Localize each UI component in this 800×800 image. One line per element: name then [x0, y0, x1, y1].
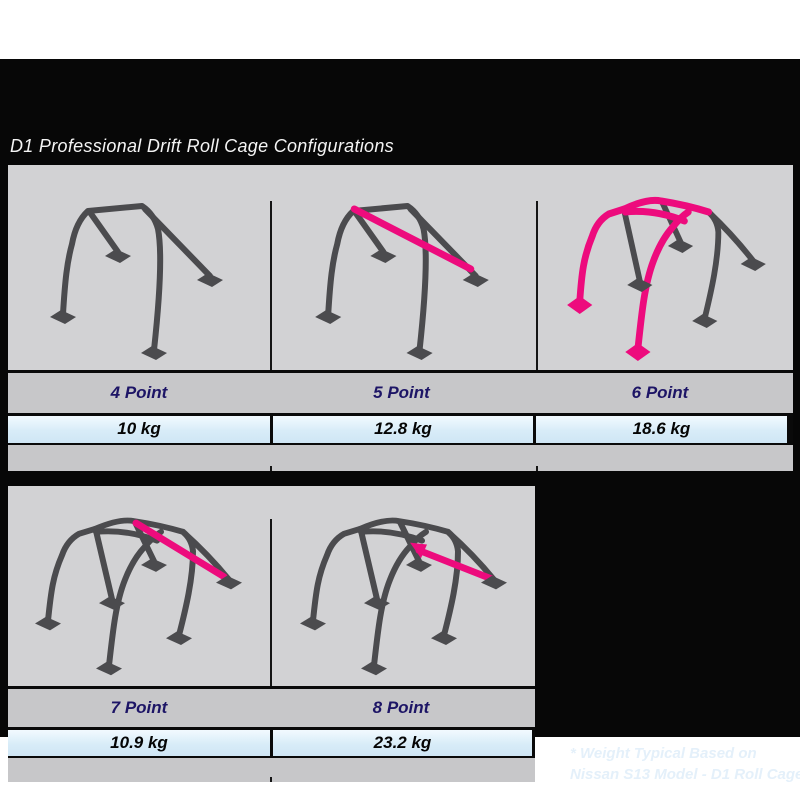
pink-highlight-bar [132, 519, 228, 581]
page-title: D1 Professional Drift Roll Cage Configur… [10, 136, 394, 156]
weight-disclaimer-line-2: Nissan S13 Model - D1 Roll Cage [570, 766, 800, 783]
roll-cage-table-top: 4 Point 5 Point 6 Point 10 kg 12.8 kg 18… [8, 165, 793, 471]
config-label-row-top: 4 Point 5 Point 6 Point [8, 373, 793, 413]
config-label-6-point: 6 Point [631, 383, 689, 402]
weight-4-point: 10 kg [8, 416, 270, 443]
cage-tubes [60, 203, 213, 353]
cage-8-point-illustration [300, 517, 507, 676]
mounting-feet [315, 249, 489, 360]
cage-tubes [45, 517, 232, 669]
divider-tick [270, 466, 272, 471]
weight-disclaimer: * Weight Typical Based on Nissan S13 Mod… [570, 743, 800, 785]
cage-4-point-illustration [50, 203, 223, 360]
config-label-4-point: 4 Point [110, 383, 168, 402]
spacer-row-top [8, 445, 793, 471]
pink-highlight-bar [350, 205, 475, 273]
cage-tubes [310, 517, 497, 669]
weight-7-point: 10.9 kg [8, 730, 270, 756]
pink-highlight-bar [415, 546, 495, 583]
black-background-panel: D1 Professional Drift Roll Cage Configur… [0, 59, 800, 783]
mounting-feet [627, 239, 766, 328]
cage-tubes [325, 203, 479, 353]
column-divider [536, 201, 538, 370]
divider-tick [536, 466, 538, 471]
weight-row-bottom: 10.9 kg 23.2 kg [8, 730, 535, 756]
config-label-8-point: 8 Point [372, 698, 430, 717]
config-label-5-point: 5 Point [373, 383, 430, 402]
weight-row-top: 10 kg 12.8 kg 18.6 kg [8, 416, 793, 443]
spacer-row-bottom [8, 758, 535, 782]
roll-cage-table-bottom: 7 Point 8 Point 10.9 kg 23.2 kg [8, 486, 535, 782]
divider-tick [270, 777, 272, 782]
config-label-7-point: 7 Point [110, 698, 168, 717]
column-divider [270, 201, 272, 370]
config-label-row-bottom: 7 Point 8 Point [8, 689, 535, 727]
cell-divider [270, 730, 273, 756]
mounting-feet [35, 558, 242, 676]
mounting-feet [50, 249, 223, 360]
weight-5-point: 12.8 kg [273, 416, 533, 443]
cage-7-point-illustration [35, 517, 242, 676]
mounting-feet [300, 558, 507, 676]
column-divider [270, 519, 272, 686]
cage-tubes [621, 199, 757, 321]
cage-illustration-row-top [8, 165, 793, 370]
pink-highlight-tubes [576, 196, 713, 353]
weight-disclaimer-line-1: * Weight Typical Based on [570, 745, 757, 762]
cell-divider [270, 416, 273, 443]
cage-illustration-row-bottom [8, 486, 535, 686]
cell-divider [533, 416, 536, 443]
cage-5-point-illustration [315, 203, 489, 360]
cage-6-point-illustration [567, 196, 766, 361]
pink-highlight-end [410, 542, 427, 559]
weight-6-point: 18.6 kg [536, 416, 787, 443]
weight-8-point: 23.2 kg [273, 730, 532, 756]
